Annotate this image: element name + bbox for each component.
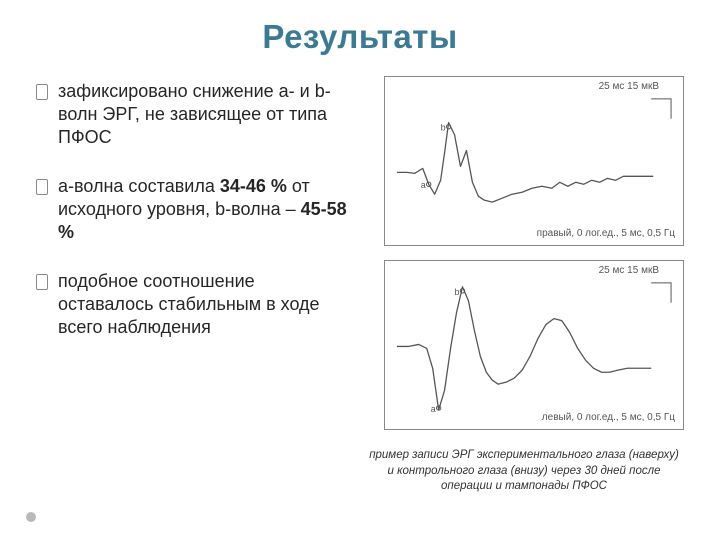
- charts-footnote: пример записи ЭРГ экспериментального гла…: [364, 448, 684, 495]
- bullet-item: зафиксировано снижение a- и b-волн ЭРГ, …: [36, 80, 350, 149]
- erg-chart-bottom: 25 мс 15 мкВлевый, 0 лог.ед., 5 мс, 0,5 …: [384, 260, 684, 430]
- charts-column: 25 мс 15 мкВправый, 0 лог.ед., 5 мс, 0,5…: [364, 76, 684, 495]
- slide-title: Результаты: [36, 18, 684, 56]
- bullet-list: зафиксировано снижение a- и b-волн ЭРГ, …: [36, 80, 350, 339]
- svg-text:b: b: [455, 287, 460, 297]
- slide-root: Результаты зафиксировано снижение a- и b…: [0, 0, 720, 540]
- erg-waveform: ab: [385, 77, 683, 246]
- bullet-item: а-волна составила 34-46 % от исходного у…: [36, 175, 350, 244]
- slide-decor-dot: [26, 512, 36, 522]
- svg-text:a: a: [431, 404, 436, 414]
- bullet-item: подобное соотношение оставалось стабильн…: [36, 270, 350, 339]
- svg-text:a: a: [421, 180, 426, 190]
- text-column: зафиксировано снижение a- и b-волн ЭРГ, …: [36, 76, 350, 495]
- erg-waveform: ab: [385, 261, 683, 430]
- svg-text:b: b: [441, 123, 446, 133]
- erg-chart-top: 25 мс 15 мкВправый, 0 лог.ед., 5 мс, 0,5…: [384, 76, 684, 246]
- slide-body: зафиксировано снижение a- и b-волн ЭРГ, …: [36, 76, 684, 495]
